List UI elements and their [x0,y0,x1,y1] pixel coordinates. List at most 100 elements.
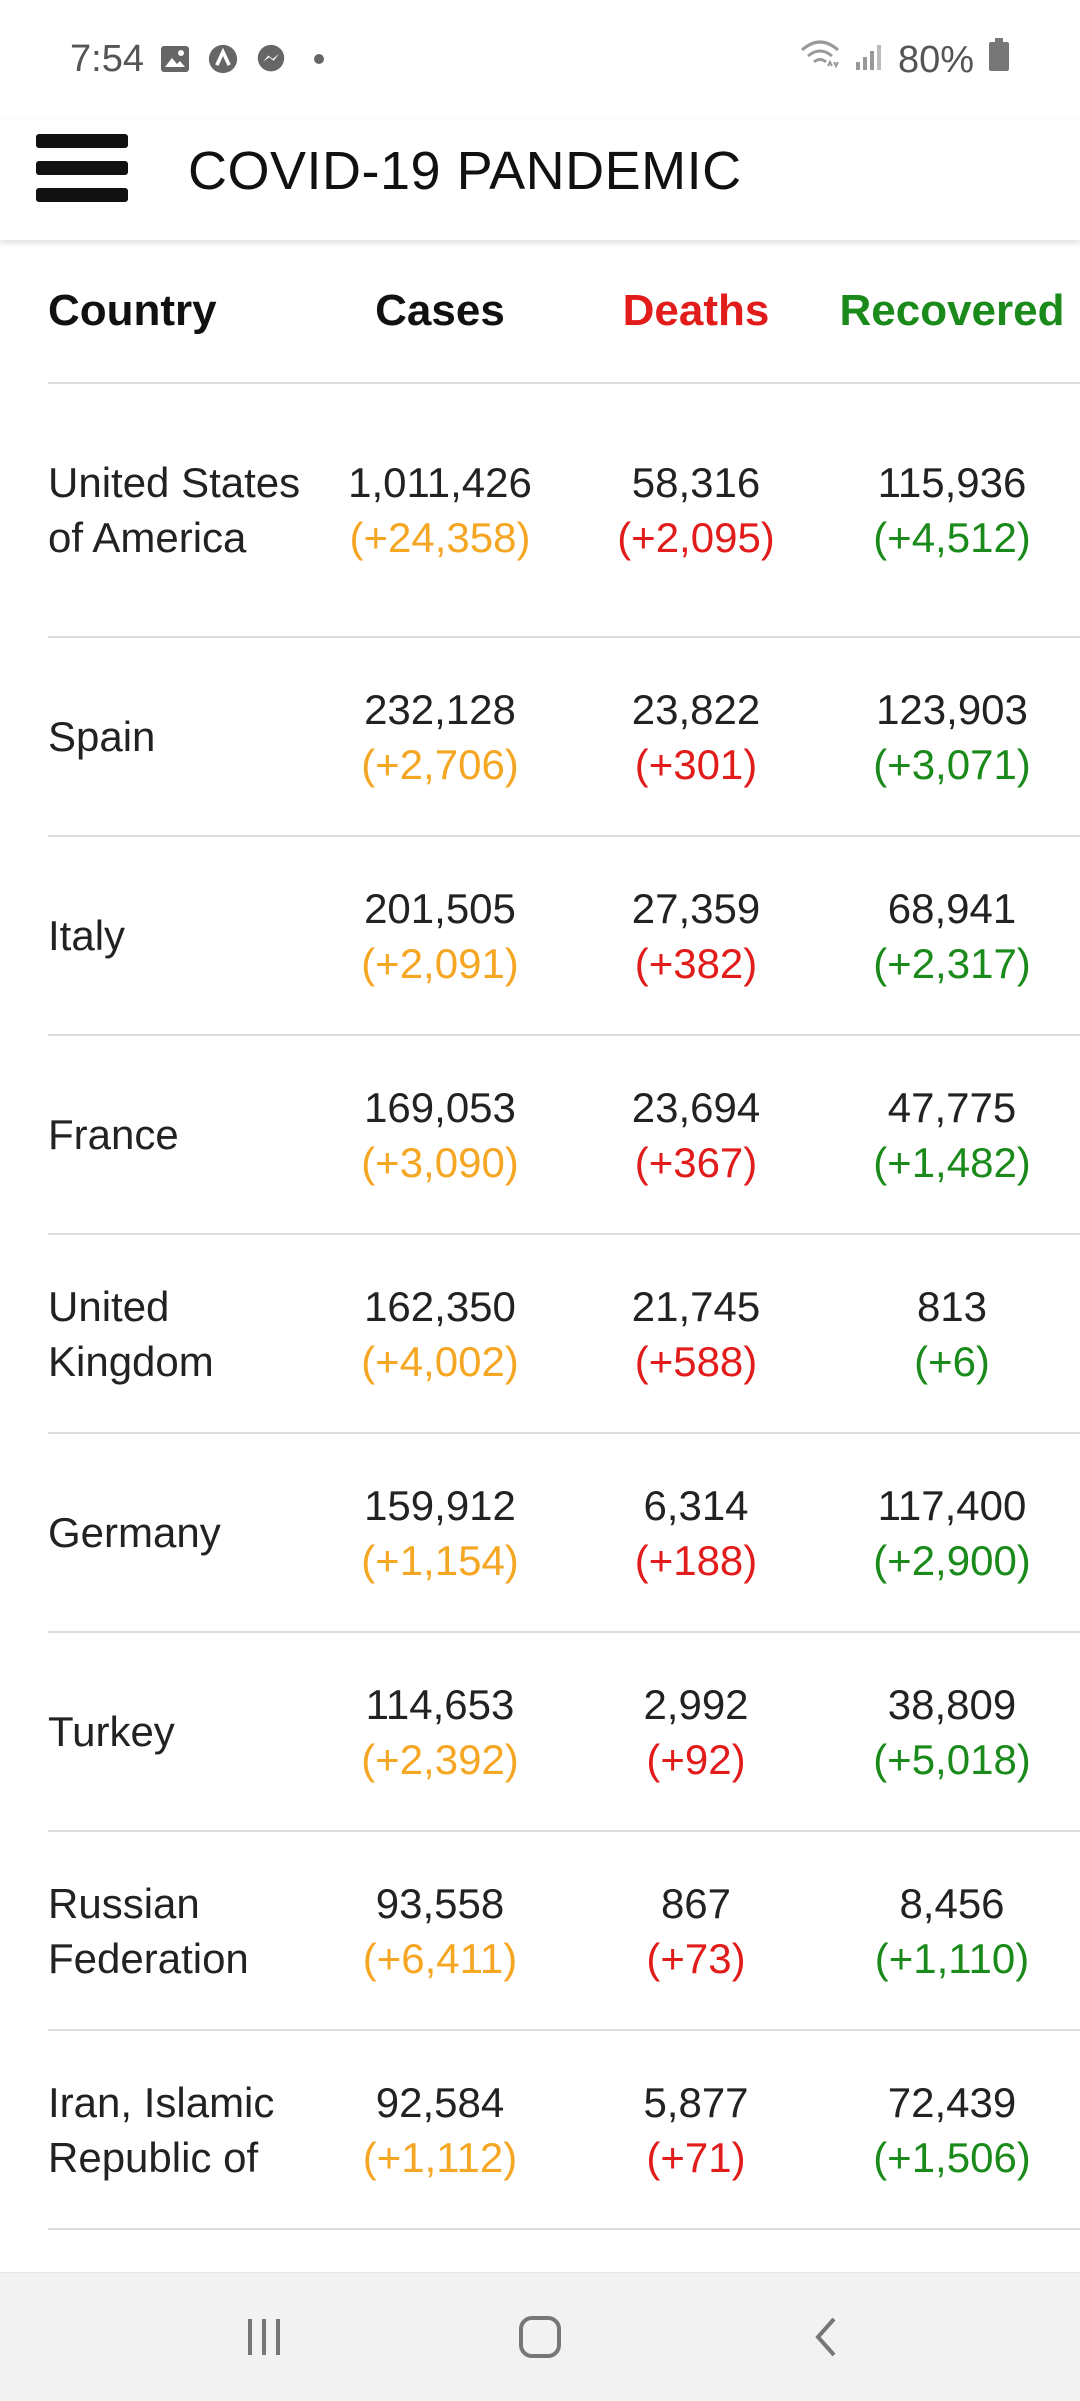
recovered-delta: (+1,110) [874,1934,1030,1982]
recovered-total: 38,809 [887,1680,1017,1728]
table-row[interactable]: Iran, Islamic Republic of 92,584 (+1,112)… [48,2030,1080,2229]
deaths-cell: 2,992 (+92) [568,1632,824,1831]
deaths-total: 6,314 [643,1481,749,1529]
country-name: Russian Federation [48,1879,249,1982]
recovered-cell: 38,809 (+5,018) [824,1632,1080,1831]
recovered-delta: (+2,900) [873,1536,1031,1584]
back-icon[interactable] [794,2305,858,2369]
cases-total: 92,584 [375,2078,505,2126]
home-icon[interactable] [508,2305,572,2369]
cases-total: 93,558 [375,1879,505,1927]
recovered-delta: (+6) [914,1337,990,1385]
deaths-cell: 5,877 (+71) [568,2030,824,2229]
header-country[interactable]: Country [48,240,312,384]
deaths-delta: (+301) [634,740,758,788]
recovered-cell: 8,456 (+1,110) [824,1831,1080,2030]
status-bar: 7:54 80% [0,0,1080,120]
deaths-total: 5,877 [643,2078,749,2126]
recovered-cell: 115,936 (+4,512) [824,383,1080,637]
dot-icon [304,44,334,74]
deaths-delta: (+92) [646,1735,746,1783]
recovered-total: 47,775 [887,1083,1017,1131]
page-title: COVID-19 PANDEMIC [188,141,742,201]
recovered-delta: (+1,506) [873,2133,1031,2181]
deaths-cell: 6,314 (+188) [568,1433,824,1632]
system-status: 80% [800,38,1010,82]
battery-percent: 80% [897,38,974,81]
table-row[interactable]: Turkey 114,653 (+2,392) 2,992 (+92) 38,809… [48,1632,1080,1831]
recovered-cell: 123,903 (+3,071) [824,637,1080,836]
country-name: United Kingdom [48,1282,214,1385]
recovered-cell: 117,400 (+2,900) [824,1433,1080,1632]
cases-delta: (+24,358) [349,514,531,561]
deaths-cell: 58,316 (+2,095) [568,383,824,637]
cases-delta: (+1,154) [361,1536,519,1584]
recovered-total: 813 [916,1282,988,1330]
app-bar: COVID-19 PANDEMIC [0,120,1080,240]
deaths-cell: 23,694 (+367) [568,1035,824,1234]
cases-delta: (+3,090) [361,1138,519,1186]
table-row[interactable]: Russian Federation 93,558 (+6,411) 867 (+7… [48,1831,1080,2030]
recovered-total: 123,903 [876,685,1028,733]
table-row[interactable]: United States of America 1,011,426 (+24,3… [48,383,1080,637]
deaths-delta: (+2,095) [617,514,775,561]
header-recovered[interactable]: Recovered [824,240,1080,384]
recovered-total: 72,439 [887,2078,1017,2126]
notification-icons [160,44,334,74]
system-nav-bar [0,2272,1080,2401]
deaths-delta: (+71) [646,2133,746,2181]
cases-total: 114,653 [365,1680,515,1728]
recovered-delta: (+1,482) [873,1138,1031,1186]
signal-icon [854,39,884,82]
recovered-total: 117,400 [877,1481,1027,1529]
country-name: France [48,1111,179,1158]
deaths-delta: (+73) [646,1934,746,1982]
table-row[interactable]: United Kingdom 162,350 (+4,002) 21,745 (+5… [48,1234,1080,1433]
recovered-delta: (+3,071) [873,740,1031,788]
messenger-icon [256,44,286,74]
deaths-total: 23,822 [631,685,761,733]
cases-delta: (+1,112) [362,2133,518,2181]
cases-delta: (+4,002) [361,1337,519,1385]
cases-total: 159,912 [364,1481,516,1529]
stats-scroll-area[interactable]: Country Cases Deaths Recovered United St… [0,240,1080,2272]
deaths-total: 27,359 [631,884,761,932]
cases-cell: 114,653 (+2,392) [312,1632,568,1831]
table-row[interactable]: France 169,053 (+3,090) 23,694 (+367) 47,7… [48,1035,1080,1234]
hamburger-menu-icon[interactable] [36,128,128,208]
recovered-cell: 68,941 (+2,317) [824,836,1080,1035]
recent-apps-icon[interactable] [232,2305,296,2369]
recovered-cell: 72,439 (+1,506) [824,2030,1080,2229]
table-row[interactable]: Italy 201,505 (+2,091) 27,359 (+382) 68,94… [48,836,1080,1035]
recovered-total: 68,941 [887,884,1017,932]
table-row[interactable]: Spain 232,128 (+2,706) 23,822 (+301) 123,9… [48,637,1080,836]
deaths-total: 21,745 [631,1282,761,1330]
recovered-cell: 47,775 (+1,482) [824,1035,1080,1234]
deaths-cell: 867 (+73) [568,1831,824,2030]
deaths-delta: (+188) [634,1536,758,1584]
recovered-cell: 813 (+6) [824,1234,1080,1433]
arc-icon [208,44,238,74]
deaths-delta: (+382) [634,939,758,987]
cases-cell: 159,912 (+1,154) [312,1433,568,1632]
cases-delta: (+2,091) [361,939,519,987]
table-header-row: Country Cases Deaths Recovered [48,240,1080,384]
cases-cell: 1,011,426 (+24,358) [312,383,568,637]
deaths-cell: 21,745 (+588) [568,1234,824,1433]
recovered-delta: (+2,317) [873,939,1031,987]
cases-total: 162,350 [364,1282,516,1330]
cases-total: 201,505 [364,884,516,932]
header-cases[interactable]: Cases [312,240,568,384]
status-time: 7:54 [70,38,144,80]
country-name: Turkey [48,1708,175,1755]
recovered-total: 115,936 [877,459,1027,506]
recovered-delta: (+4,512) [873,514,1031,561]
deaths-total: 867 [660,1879,732,1927]
deaths-total: 58,316 [631,459,761,506]
header-deaths[interactable]: Deaths [568,240,824,384]
country-name: Iran, Islamic Republic of [48,2078,275,2181]
country-name: Germany [48,1509,221,1556]
deaths-delta: (+588) [634,1337,758,1385]
table-row[interactable]: Germany 159,912 (+1,154) 6,314 (+188) 117,… [48,1433,1080,1632]
image-icon [160,44,190,74]
